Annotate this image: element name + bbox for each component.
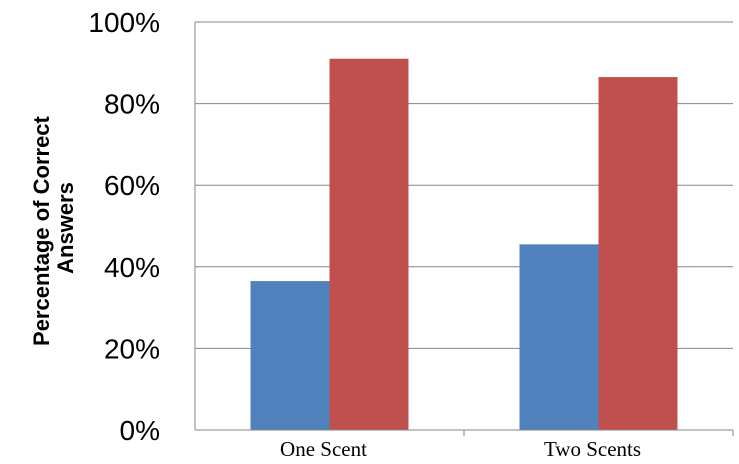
bar <box>519 244 599 430</box>
axes <box>194 22 734 436</box>
bar <box>598 77 678 430</box>
y-tick-label: 0% <box>120 415 160 446</box>
bar <box>250 281 330 430</box>
y-axis-title-line-2: Answers <box>53 182 78 274</box>
y-axis-title: Percentage of Correct Answers <box>29 110 78 346</box>
x-category-labels: One Scent Two Scents <box>280 437 641 461</box>
y-tick-labels: 0% 20% 40% 60% 80% 100% <box>88 7 160 446</box>
y-axis-title-line-1: Percentage of Correct <box>29 115 54 346</box>
y-tick-label: 100% <box>88 7 160 38</box>
y-tick-label: 80% <box>104 89 160 120</box>
x-category-label: Two Scents <box>544 437 641 461</box>
y-tick-label: 20% <box>104 333 160 364</box>
y-tick-label: 40% <box>104 252 160 283</box>
x-category-label: One Scent <box>280 437 367 461</box>
bar <box>329 58 409 430</box>
y-tick-label: 60% <box>104 170 160 201</box>
bars <box>250 58 678 430</box>
